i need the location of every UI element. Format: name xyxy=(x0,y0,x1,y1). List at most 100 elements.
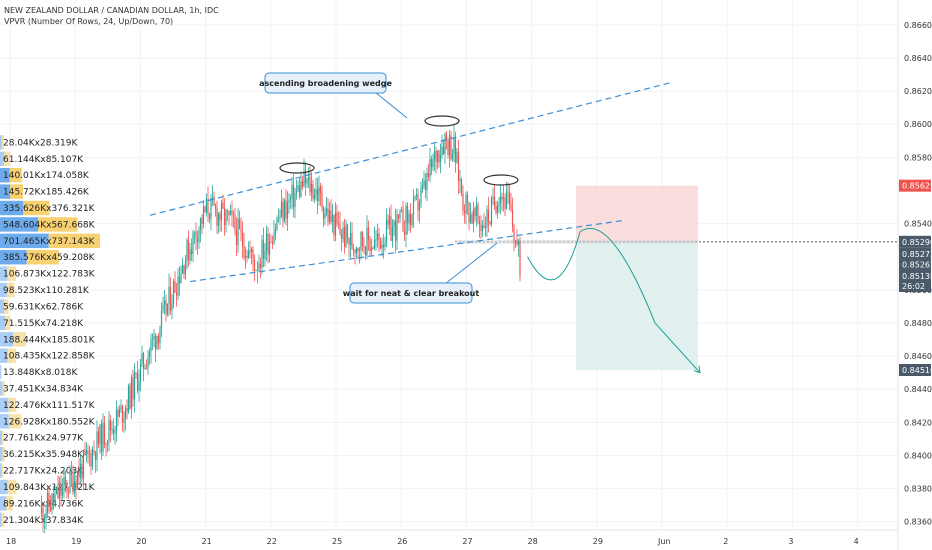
vp-bar-up xyxy=(0,299,5,314)
candle-body xyxy=(291,184,293,199)
high-marker-ellipse xyxy=(483,174,519,186)
vp-bar-down xyxy=(4,151,11,166)
candle-body xyxy=(240,228,242,232)
candle-body xyxy=(450,135,452,160)
vp-row-label: 385.576Kx459.208K xyxy=(3,253,96,263)
candle-body xyxy=(285,200,287,219)
candle-body xyxy=(247,250,250,258)
candles xyxy=(40,125,521,533)
candle-body xyxy=(118,409,121,417)
candle-body xyxy=(112,429,115,434)
candle-body xyxy=(108,420,110,441)
vp-bar-down xyxy=(10,184,24,199)
candle-body xyxy=(229,210,232,216)
candle-body xyxy=(489,222,491,224)
candle-body xyxy=(325,208,328,214)
candle-body xyxy=(303,170,305,187)
candle-body xyxy=(87,450,89,455)
candle-body xyxy=(130,377,133,409)
candle-body xyxy=(420,188,422,203)
candle-body xyxy=(91,450,94,467)
annotations: ascending broadening wedge wait for neat … xyxy=(259,72,519,304)
candle-body xyxy=(363,245,365,248)
candle-body xyxy=(111,429,113,431)
candle-body xyxy=(361,232,364,246)
candle-body xyxy=(483,225,485,229)
candle-body xyxy=(279,216,281,219)
candle-body xyxy=(427,172,430,177)
candle-body xyxy=(499,196,502,203)
candle-body xyxy=(475,204,478,216)
vp-bar-up xyxy=(0,348,8,363)
risk-reward-zones xyxy=(455,185,898,371)
candle-body xyxy=(288,199,290,203)
candle-body xyxy=(382,244,385,248)
candle-body xyxy=(103,422,106,445)
candle-body xyxy=(498,202,500,207)
candle-body xyxy=(231,210,233,215)
candle-body xyxy=(435,151,437,162)
vp-row-label: 140.01Kx174.058K xyxy=(3,171,90,181)
candle-body xyxy=(265,233,268,251)
candle-body xyxy=(262,240,265,259)
candle-body xyxy=(40,507,43,514)
candle-body xyxy=(79,463,82,477)
candle-body xyxy=(222,202,224,209)
candle-body xyxy=(96,431,98,461)
candle-body xyxy=(211,197,214,199)
candle-body xyxy=(153,335,155,339)
vp-bar-down xyxy=(7,266,16,281)
candle-body xyxy=(201,217,203,225)
candle-body xyxy=(408,213,410,224)
candle-body xyxy=(199,217,202,230)
candle-body xyxy=(61,487,64,496)
candle-body xyxy=(190,249,193,255)
chart-title: NEW ZEALAND DOLLAR / CANADIAN DOLLAR, 1h… xyxy=(4,6,219,15)
candle-body xyxy=(469,213,472,223)
price-badge-label: 0.85629 xyxy=(902,182,932,191)
candle-body xyxy=(321,193,323,209)
candle-body xyxy=(219,213,221,221)
vp-row-label: 71.515Kx74.218K xyxy=(3,319,84,329)
candle-body xyxy=(72,474,74,493)
candle-body xyxy=(270,241,272,243)
indicator-label: VPVR (Number Of Rows, 24, Up/Down, 70) xyxy=(4,17,174,26)
vp-bar-down xyxy=(1,512,5,527)
candle-body xyxy=(171,302,173,311)
candle-body xyxy=(160,310,163,330)
candle-body xyxy=(327,208,329,222)
candle-body xyxy=(283,200,286,221)
vp-bar-down xyxy=(1,135,4,150)
vp-row-label: 106.873Kx122.783K xyxy=(3,270,96,280)
candle-body xyxy=(477,204,479,222)
candle-body xyxy=(139,363,142,382)
high-marker-ellipse xyxy=(279,162,315,174)
candle-body xyxy=(43,518,46,523)
candle-body xyxy=(183,264,185,275)
candle-body xyxy=(109,420,112,431)
candle-body xyxy=(142,353,145,369)
candle-body xyxy=(51,493,53,511)
candle-body xyxy=(490,198,493,224)
candle-body xyxy=(46,492,49,513)
vp-bar-up xyxy=(0,446,3,462)
candle-body xyxy=(267,233,269,255)
candle-body xyxy=(192,232,194,255)
candle-body xyxy=(81,463,83,479)
stop-loss-zone xyxy=(576,185,698,242)
time-tick-label: 18 xyxy=(6,537,16,546)
vp-bar-down xyxy=(4,315,11,331)
vp-bar-down xyxy=(8,397,17,413)
vp-bar-up xyxy=(0,200,24,216)
candle-body xyxy=(396,214,398,241)
candle-body xyxy=(42,507,44,523)
candle-body xyxy=(334,212,337,236)
vp-row-label: 548.604Kx567.668K xyxy=(3,220,96,230)
candle-body xyxy=(300,181,302,197)
candle-body xyxy=(54,493,56,502)
candle-body xyxy=(318,186,320,202)
candle-body xyxy=(105,444,107,446)
vp-row-label: 22.717Kx24.203K xyxy=(3,467,84,477)
